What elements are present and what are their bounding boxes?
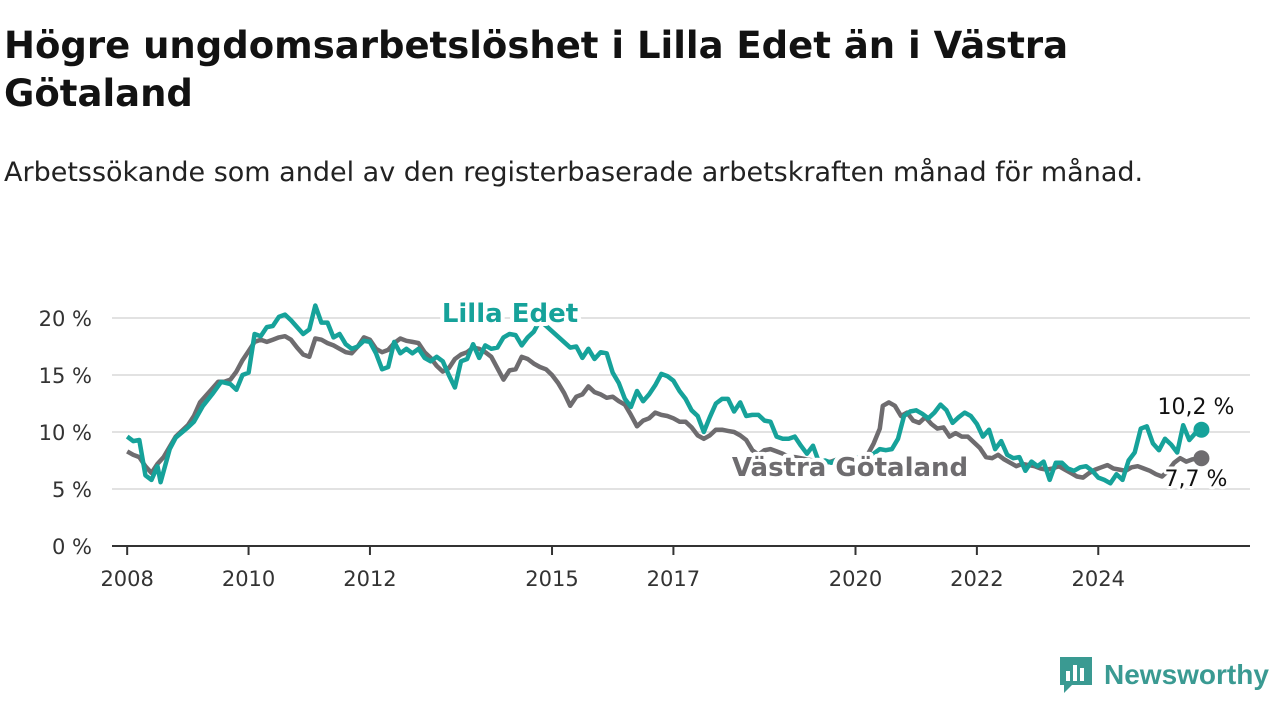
series-end-point-lilla-edet (1193, 421, 1210, 438)
series-label-vastra-gotaland: Västra Götaland (732, 453, 968, 483)
series-end-point-vastra-gotaland (1193, 450, 1210, 467)
y-tick-label: 5 % (52, 478, 92, 502)
series-label-lilla-edet: Lilla Edet (442, 299, 578, 329)
y-tick-label: 0 % (52, 535, 92, 559)
end-label-lilla-edet: 10,2 % (1158, 395, 1235, 420)
brand-name: Newsworthy (1104, 659, 1269, 690)
x-tick-label: 2010 (222, 567, 275, 591)
gridlines (112, 317, 1250, 490)
x-tick-label: 2012 (343, 567, 396, 591)
x-tick-label: 2015 (525, 567, 578, 591)
x-tick-label: 2008 (100, 567, 153, 591)
y-tick-label: 15 % (39, 364, 92, 388)
end-label-vastra-gotaland: 7,7 % (1165, 467, 1228, 492)
y-tick-label: 10 % (39, 421, 92, 445)
chart-title: Högre ungdomsarbetslöshet i Lilla Edet ä… (4, 24, 1069, 115)
x-tick-label: 2024 (1072, 567, 1125, 591)
series-labels: Lilla Edet Västra Götaland 10,2 % 7,7 % (438, 295, 1238, 495)
brand-logo: Newsworthy (1058, 654, 1269, 696)
x-tick-label: 2022 (950, 567, 1003, 591)
newsworthy-logo-icon (1058, 655, 1094, 695)
x-tick-label: 2017 (647, 567, 700, 591)
series-line-lilla-edet (125, 303, 1203, 486)
x-axis: 2008 2010 2012 2015 2017 2020 2022 2024 (100, 545, 1250, 591)
x-tick-label: 2020 (829, 567, 882, 591)
series-lines (125, 303, 1210, 486)
y-tick-label: 20 % (39, 307, 92, 331)
chart-subtitle: Arbetssökande som andel av den registerb… (4, 157, 1144, 188)
series-line-vastra-gotaland (126, 333, 1202, 480)
y-axis: 0 % 5 % 10 % 15 % 20 % (39, 307, 92, 559)
